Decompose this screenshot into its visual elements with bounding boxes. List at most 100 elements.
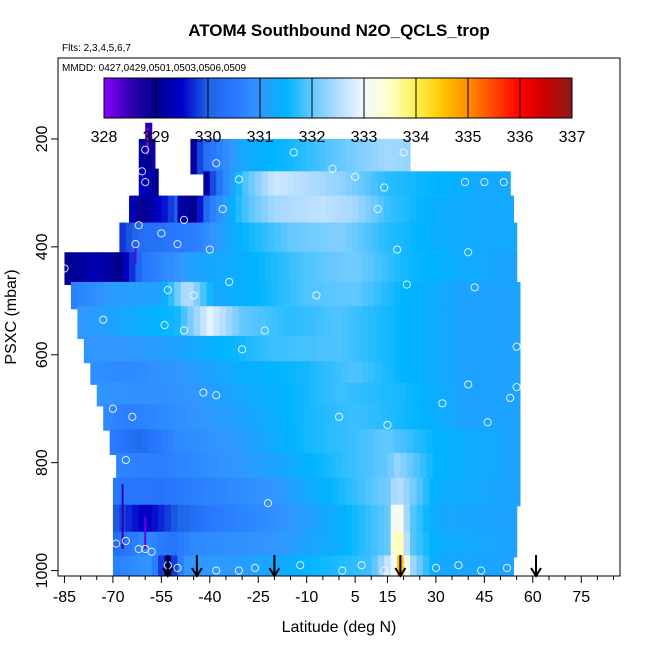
curtain-cell bbox=[280, 477, 288, 507]
curtain-cell bbox=[432, 281, 440, 310]
curtain-cell bbox=[400, 452, 408, 480]
curtain-cell bbox=[190, 555, 198, 576]
curtain-cell bbox=[371, 531, 379, 558]
curtain-cell bbox=[471, 429, 479, 455]
curtain-cell bbox=[426, 252, 434, 286]
curtain-cell bbox=[119, 222, 127, 256]
colorbar-tick-label: 333 bbox=[351, 129, 378, 146]
curtain-cell bbox=[303, 335, 311, 364]
curtain-cell bbox=[319, 171, 327, 202]
curtain-cell bbox=[377, 171, 385, 202]
curtain-cell bbox=[161, 429, 169, 455]
curtain-cell bbox=[355, 429, 363, 455]
curtain-cell bbox=[232, 361, 240, 385]
curtain-cell bbox=[471, 335, 479, 364]
curtain-cell bbox=[458, 382, 466, 407]
curtain-cell bbox=[374, 452, 382, 480]
curtain-cell bbox=[258, 429, 266, 455]
curtain-cell bbox=[332, 171, 340, 202]
curtain-cell bbox=[442, 171, 450, 202]
curtain-cell bbox=[400, 429, 408, 455]
curtain-cell bbox=[471, 281, 479, 310]
curtain-cell bbox=[481, 195, 489, 229]
curtain-cell bbox=[174, 281, 182, 310]
curtain-cell bbox=[432, 429, 440, 455]
curtain-cell bbox=[145, 504, 153, 534]
curtain-cell bbox=[161, 404, 169, 431]
curtain-cell bbox=[258, 361, 266, 385]
curtain-cell bbox=[138, 168, 146, 196]
observation-point bbox=[147, 547, 156, 556]
curtain-cell bbox=[410, 195, 418, 229]
curtain-cell bbox=[426, 429, 434, 455]
x-tick-label: -10 bbox=[295, 589, 318, 606]
curtain-cell bbox=[284, 335, 292, 364]
curtain-cell bbox=[432, 404, 440, 431]
curtain-cell bbox=[225, 306, 234, 339]
curtain-cell bbox=[274, 477, 282, 507]
curtain-cell bbox=[183, 531, 192, 558]
curtain-cell bbox=[406, 306, 414, 339]
curtain-cell bbox=[238, 281, 246, 310]
curtain-cell bbox=[206, 429, 214, 455]
observation-point bbox=[160, 320, 169, 330]
curtain-cell bbox=[484, 281, 492, 310]
x-tick-label: 60 bbox=[524, 589, 542, 606]
curtain-cell bbox=[287, 555, 295, 576]
curtain-cell bbox=[477, 382, 485, 407]
curtain-cell bbox=[238, 429, 246, 455]
curtain-cell bbox=[219, 452, 227, 480]
curtain-cell bbox=[264, 452, 272, 480]
curtain-cell bbox=[503, 281, 511, 310]
curtain-cell bbox=[474, 555, 482, 576]
curtain-cell bbox=[319, 504, 327, 534]
curtain-cell bbox=[129, 404, 137, 431]
curtain-cell bbox=[154, 361, 162, 385]
curtain-cell bbox=[213, 281, 221, 310]
curtain-cell bbox=[329, 306, 337, 339]
curtain-cell bbox=[251, 429, 259, 455]
curtain-cell bbox=[458, 281, 466, 310]
curtain-cell bbox=[316, 361, 324, 385]
curtain-cell bbox=[329, 361, 337, 385]
curtain-cell bbox=[219, 252, 227, 286]
x-tick-label: 5 bbox=[351, 589, 360, 606]
curtain-cell bbox=[141, 452, 150, 480]
curtain-cell bbox=[471, 252, 479, 286]
curtain-cell bbox=[125, 504, 133, 534]
curtain-cell bbox=[238, 306, 246, 339]
curtain-cell bbox=[461, 477, 469, 507]
curtain-cell bbox=[158, 222, 166, 256]
curtain-cell bbox=[416, 477, 424, 507]
curtain-cell bbox=[187, 452, 195, 480]
curtain-cell bbox=[445, 306, 453, 339]
curtain-cell bbox=[368, 452, 376, 480]
curtain-cell bbox=[413, 252, 421, 286]
observation-point bbox=[393, 245, 402, 254]
curtain-cell bbox=[177, 504, 185, 534]
curtain-cell bbox=[313, 222, 321, 256]
curtain-cell bbox=[193, 404, 201, 431]
curtain-cell bbox=[235, 171, 243, 202]
curtain-cell bbox=[348, 335, 356, 364]
curtain-cell bbox=[235, 195, 243, 229]
curtain-cell bbox=[251, 404, 259, 431]
curtain-cell bbox=[322, 452, 330, 480]
curtain-cell bbox=[116, 452, 124, 480]
curtain-cell bbox=[141, 281, 150, 310]
curtain-cell bbox=[429, 504, 437, 534]
curtain-cell bbox=[374, 429, 382, 455]
curtain-cell bbox=[132, 222, 140, 256]
curtain-cell bbox=[303, 306, 311, 339]
curtain-cell bbox=[371, 555, 379, 576]
curtain-cell bbox=[506, 531, 515, 558]
curtain-cell bbox=[261, 195, 269, 229]
curtain-cell bbox=[458, 361, 466, 385]
curtain-cell bbox=[419, 382, 427, 407]
curtain-cell bbox=[380, 306, 389, 339]
curtain-cell bbox=[419, 252, 427, 286]
flights-subtitle: Flts: 2,3,4,5,6,7 bbox=[62, 43, 131, 54]
curtain-cell bbox=[490, 382, 498, 407]
x-tick-label: -70 bbox=[101, 589, 124, 606]
curtain-cell bbox=[490, 306, 498, 339]
